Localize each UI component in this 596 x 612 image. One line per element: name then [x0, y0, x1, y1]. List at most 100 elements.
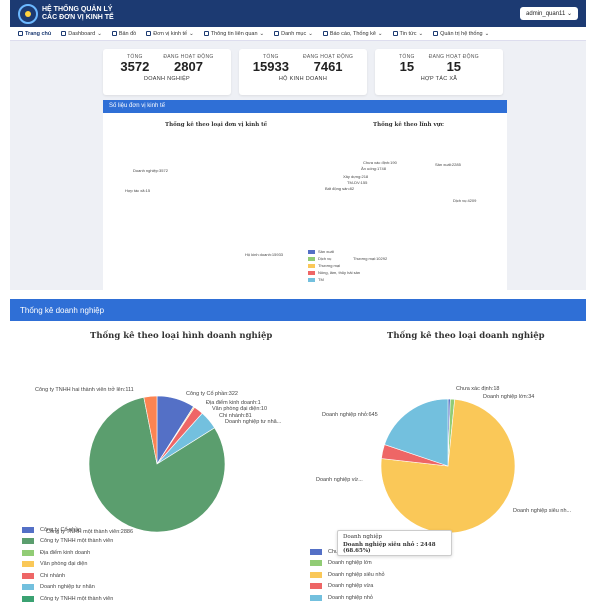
legend-swatch	[308, 256, 315, 261]
economic-units-panel: Số liệu đơn vị kinh tế Thống kê theo loạ…	[103, 100, 507, 290]
nav-catalog[interactable]: Danh mục ⌄	[274, 31, 313, 37]
legend-swatch	[310, 571, 322, 578]
home-icon	[18, 31, 23, 36]
legend-swatch	[22, 526, 34, 533]
legend-swatch	[308, 263, 315, 268]
pie-label: Công ty Cổ phần:322	[186, 391, 238, 397]
legend-item[interactable]: Dịch vụ	[308, 255, 360, 262]
legend-swatch	[22, 561, 34, 568]
legend-swatch	[310, 560, 322, 567]
stat-value: 3572	[120, 59, 150, 74]
pie-label: Dịch vụ:4209	[453, 198, 477, 203]
report-icon	[322, 31, 328, 36]
pie-chart-field	[103, 100, 104, 101]
stat-label: TỔNG	[399, 54, 415, 60]
panel-header: Số liệu đơn vị kinh tế	[103, 100, 507, 113]
card-title: HỘ KINH DOANH	[278, 76, 328, 82]
list-icon	[146, 31, 152, 36]
news-icon	[392, 31, 398, 36]
card-households: TỔNG 15933 ĐANG HOẠT ĐỘNG 7461 HỘ KINH DOA…	[239, 49, 367, 95]
pie-label: Chưa xác định:18	[456, 386, 500, 392]
stat-label: TỔNG	[127, 54, 143, 60]
legend-item[interactable]: Doanh nghiệp nhỏ	[310, 592, 385, 604]
dashboard-preview: HỆ THỐNG QUẢN LÝ CÁC ĐƠN VỊ KINH TẾ admi…	[10, 0, 586, 290]
gear-icon	[433, 31, 439, 36]
legend-item[interactable]: Doanh nghiệp vừa	[310, 581, 385, 593]
stat-value: 7461	[313, 59, 343, 74]
legend-swatch	[22, 572, 34, 579]
legend-item[interactable]: Chi nhánh	[22, 570, 113, 582]
legend-item[interactable]: Thương mại	[308, 262, 360, 269]
nav-reports[interactable]: Báo cáo, Thống kê ⌄	[322, 31, 383, 37]
pie-label: Công ty TNHH hai thành viên trở lên:111	[35, 387, 134, 393]
legend-enterprise-form: Công ty Cổ phần Công ty TNHH một thành v…	[22, 524, 113, 605]
legend-item[interactable]: Công ty TNHH một thành viên	[22, 536, 113, 548]
legend-swatch	[308, 249, 315, 254]
section-header: Thống kê doanh nghiệp	[10, 299, 586, 321]
dashboard-icon	[61, 31, 67, 36]
card-cooperatives: TỔNG 15 ĐANG HOẠT ĐỘNG 15 HỢP TÁC XÃ	[375, 49, 503, 95]
legend-swatch	[22, 595, 34, 602]
legend-swatch	[310, 583, 322, 590]
chart-title: Thống kê theo loại đơn vị kinh tế	[165, 122, 268, 128]
pie-slice[interactable]	[143, 395, 158, 465]
card-title: DOANH NGHIỆP	[143, 76, 191, 82]
nav-admin[interactable]: Quản trị hệ thống ⌄	[433, 31, 489, 37]
nav-news[interactable]: Tin tức ⌄	[392, 31, 423, 37]
nav-map[interactable]: Bản đồ	[111, 31, 136, 37]
legend-item[interactable]: Công ty TNHH một thành viên	[22, 593, 113, 605]
pie-label: Doanh nghiệp:3572	[133, 168, 168, 173]
main-nav: Trang chủ Dashboard ⌄ Bản đồ Đơn vị kinh…	[10, 27, 586, 41]
chart-title: Thống kê theo loại hình doanh nghiệp	[90, 331, 273, 341]
list-icon	[274, 31, 280, 36]
legend-item[interactable]: Doanh nghiệp tư nhân	[22, 582, 113, 594]
legend-item[interactable]: Doanh nghiệp siêu nhỏ	[310, 569, 385, 581]
pie-slice[interactable]	[88, 396, 226, 533]
legend-swatch	[310, 594, 322, 601]
stat-label: ĐANG HOẠT ĐỘNG	[302, 54, 354, 60]
app-logo[interactable]: HỆ THỐNG QUẢN LÝ CÁC ĐƠN VỊ KINH TẾ	[18, 3, 114, 24]
pie-label: Chưa xác định:190	[363, 160, 397, 165]
card-title: HỢP TÁC XÃ	[420, 76, 458, 82]
list-icon	[203, 31, 209, 36]
stat-value: 15933	[252, 59, 289, 74]
legend-item[interactable]: Công ty Cổ phần	[22, 524, 113, 536]
stat-value: 15	[446, 59, 462, 74]
legend-item[interactable]: Địa điểm kinh doanh	[22, 547, 113, 559]
pie-label: Xây dựng:218	[343, 174, 369, 179]
legend-item[interactable]: TM	[308, 276, 360, 283]
nav-economic-units[interactable]: Đơn vị kinh tế ⌄	[146, 31, 194, 37]
pie-label: Hộ kinh doanh:15933	[245, 252, 284, 257]
legend-swatch	[308, 277, 315, 282]
pie-label: Doanh nghiệp siêu nh...	[513, 508, 572, 514]
pie-label: TM-DV:155	[347, 180, 368, 185]
stat-label: ĐANG HOẠT ĐỘNG	[428, 54, 479, 60]
stat-value: 15	[399, 59, 415, 74]
pie-chart-enterprise-form	[88, 395, 226, 533]
legend: Sản xuất Dịch vụ Thương mại Nông, lâm, t…	[308, 248, 360, 283]
pie-label: Bất động sản:82	[325, 186, 355, 191]
nav-dashboard[interactable]: Dashboard ⌄	[61, 31, 102, 37]
pie-label: Doanh nghiệp vừ...	[316, 477, 363, 483]
pie-label: Địa điểm kinh doanh:1	[206, 400, 261, 406]
legend-swatch	[310, 548, 322, 555]
pie-label: Văn phòng đại diện:10	[212, 406, 268, 412]
stat-cards: TỔNG 3572 ĐANG HOẠT ĐỘNG 2807 DOANH NGHIỆP…	[10, 41, 586, 95]
legend-item[interactable]: Sản xuất	[308, 248, 360, 255]
legend-swatch	[22, 584, 34, 591]
app-title: HỆ THỐNG QUẢN LÝ CÁC ĐƠN VỊ KINH TẾ	[42, 5, 114, 21]
user-menu-button[interactable]: admin_quan11 ⌄	[520, 7, 578, 20]
legend-swatch	[22, 549, 34, 556]
pie-label: Thương mại:10292	[353, 256, 388, 261]
pie-slice[interactable]	[384, 398, 449, 467]
nav-home[interactable]: Trang chủ	[18, 31, 51, 37]
nav-related-info[interactable]: Thông tin liên quan ⌄	[203, 31, 264, 37]
map-icon	[111, 31, 117, 36]
legend-item[interactable]: Văn phòng đại diện	[22, 559, 113, 571]
legend-item[interactable]: Doanh nghiệp lớn	[310, 558, 385, 570]
pie-label: Công ty TNHH một thành viên:2886	[46, 529, 134, 535]
card-enterprises: TỔNG 3572 ĐANG HOẠT ĐỘNG 2807 DOANH NGHIỆP	[103, 49, 231, 95]
legend-swatch	[22, 538, 34, 545]
pie-label: Doanh nghiệp nhỏ:645	[322, 412, 378, 418]
legend-item[interactable]: Nông, lâm, thủy hải sản	[308, 269, 360, 276]
